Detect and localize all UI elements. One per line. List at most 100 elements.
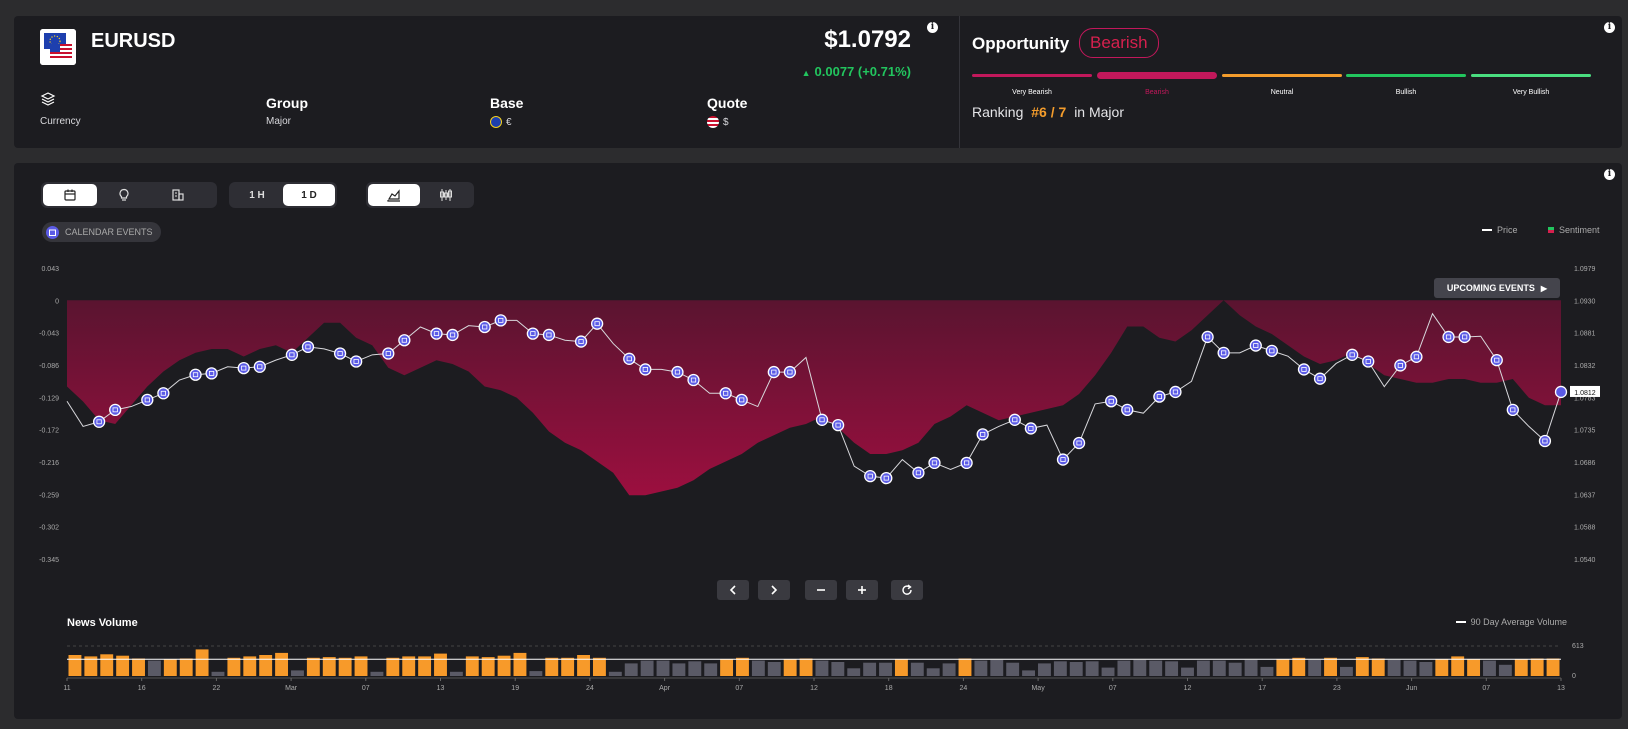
calendar-event-marker: [1538, 434, 1552, 448]
calendar-icon: [530, 331, 536, 337]
calendar-icon: [1365, 359, 1371, 364]
calendar-icon: [1397, 363, 1403, 368]
volume-bar: [656, 660, 670, 676]
volume-bar: [291, 670, 304, 676]
interval-1d-button[interactable]: 1 D: [283, 184, 335, 206]
volume-bar: [465, 656, 479, 676]
quote-value-row: $: [707, 116, 729, 128]
zoom-in-button[interactable]: [846, 580, 878, 600]
volume-bar: [990, 659, 1004, 676]
volume-bar: [1339, 666, 1353, 676]
calendar-icon: [1269, 348, 1275, 354]
calendar-icon: [1012, 417, 1018, 423]
calendar-event-dot: [1442, 330, 1455, 344]
calendar-icon: [241, 365, 247, 371]
info-icon[interactable]: i: [1604, 169, 1615, 180]
calendar-event-marker: [590, 317, 604, 330]
calendar-event-marker: [1346, 348, 1359, 361]
x-axis-tick-label: 13: [437, 685, 445, 692]
calendar-event-dot: [205, 367, 218, 380]
calendar-icon: [980, 431, 986, 437]
us-flag-icon: [707, 116, 719, 128]
calendar-event-marker: [478, 320, 491, 334]
volume-bar: [1451, 656, 1465, 676]
calendar-icon: [1462, 334, 1468, 340]
calendar-event-marker: [928, 456, 941, 470]
calendar-event-marker: [1121, 403, 1134, 417]
calendar-icon: [144, 397, 150, 403]
reset-zoom-button[interactable]: [891, 580, 923, 600]
x-axis-tick-label: 11: [63, 685, 70, 692]
volume-bar: [211, 671, 225, 676]
volume-bar: [1292, 657, 1306, 676]
calendar-event-dot: [1217, 346, 1230, 359]
calendar-event-marker: [189, 368, 202, 381]
calendar-event-dot: [141, 393, 154, 407]
x-axis-tick-label: May: [1031, 685, 1045, 692]
x-axis-tick-label: 17: [1258, 685, 1266, 692]
sentiment-axis-tick: 0: [55, 298, 59, 305]
opportunity-badge: Bearish: [1079, 28, 1159, 58]
companies-toggle-button[interactable]: [151, 184, 205, 206]
candlestick-chart-button[interactable]: [420, 184, 472, 206]
zoom-out-button[interactable]: [805, 580, 837, 600]
calendar-icon: [1494, 357, 1500, 363]
calendar-icon: [353, 359, 359, 364]
price-change-value: 0.0077 (+0.71%): [814, 64, 911, 79]
info-icon[interactable]: i: [927, 22, 938, 33]
x-axis-tick-label: 07: [1109, 685, 1117, 692]
volume-bar: [688, 661, 702, 676]
calendar-event-marker: [1362, 355, 1375, 368]
calendar-icon: [642, 367, 648, 372]
pan-right-button[interactable]: [758, 580, 790, 600]
sentiment-bar-bullish: [1346, 74, 1466, 77]
calendar-icon: [112, 407, 118, 413]
insights-toggle-button[interactable]: [97, 184, 151, 206]
interval-1h-button[interactable]: 1 H: [249, 189, 265, 201]
calendar-icon: [915, 470, 922, 476]
chevron-right-icon: [771, 585, 778, 595]
upcoming-events-button[interactable]: UPCOMING EVENTS ▶: [1434, 278, 1560, 298]
calendar-event-dot: [1008, 413, 1021, 426]
calendar-event-dot: [333, 347, 347, 360]
sentiment-label-very-bearish: Very Bearish: [1012, 89, 1052, 96]
calendar-icon: [289, 352, 295, 358]
calendar-icon: [449, 332, 456, 338]
current-price-tag: [1570, 385, 1600, 397]
calendar-event-dot: [928, 456, 941, 470]
area-chart-button[interactable]: [368, 184, 420, 206]
calendar-event-marker: [109, 403, 122, 417]
volume-bar: [720, 659, 734, 676]
calendar-event-marker: [831, 418, 845, 432]
volume-bar: [561, 657, 575, 676]
calendar-icon: [1349, 352, 1355, 358]
calendar-icon: [1221, 350, 1227, 356]
volume-bar: [704, 663, 718, 676]
calendar-icon: [883, 475, 889, 481]
asset-symbol: EURUSD: [91, 30, 176, 52]
volume-bar: [116, 655, 130, 676]
price-axis-tick: 1.0540: [1574, 557, 1596, 564]
calendar-event-dot: [623, 352, 636, 365]
volume-bar: [1133, 659, 1147, 676]
calendar-icon: [1204, 334, 1211, 340]
calendar-toggle-button[interactable]: [43, 184, 97, 206]
calendar-event-marker: [237, 361, 250, 375]
calendar-event-dot: [687, 373, 700, 387]
calendar-event-dot: [1362, 355, 1375, 368]
calendar-icon: [96, 419, 102, 425]
opportunity-title: Opportunity: [972, 34, 1070, 53]
calendar-event-marker: [382, 347, 395, 360]
calendar-event-marker: [526, 327, 540, 340]
volume-bar: [259, 655, 273, 676]
calendar-event-dot: [639, 363, 652, 376]
calendar-event-marker: [1490, 353, 1503, 367]
calendar-events-chip[interactable]: CALENDAR EVENTS: [42, 222, 161, 242]
price-sentiment-chart[interactable]: 0.043 0 -0.043 -0.086 -0.129 -0.172 -0.216 -0.2…: [14, 253, 1622, 573]
info-icon[interactable]: i: [1604, 22, 1615, 33]
calendar-icon: [1028, 426, 1034, 431]
legend-sentiment-swatch: [1548, 227, 1554, 233]
calendar-event-marker: [864, 469, 877, 483]
average-volume-label: 90 Day Average Volume: [1470, 617, 1567, 627]
pan-left-button[interactable]: [717, 580, 749, 600]
